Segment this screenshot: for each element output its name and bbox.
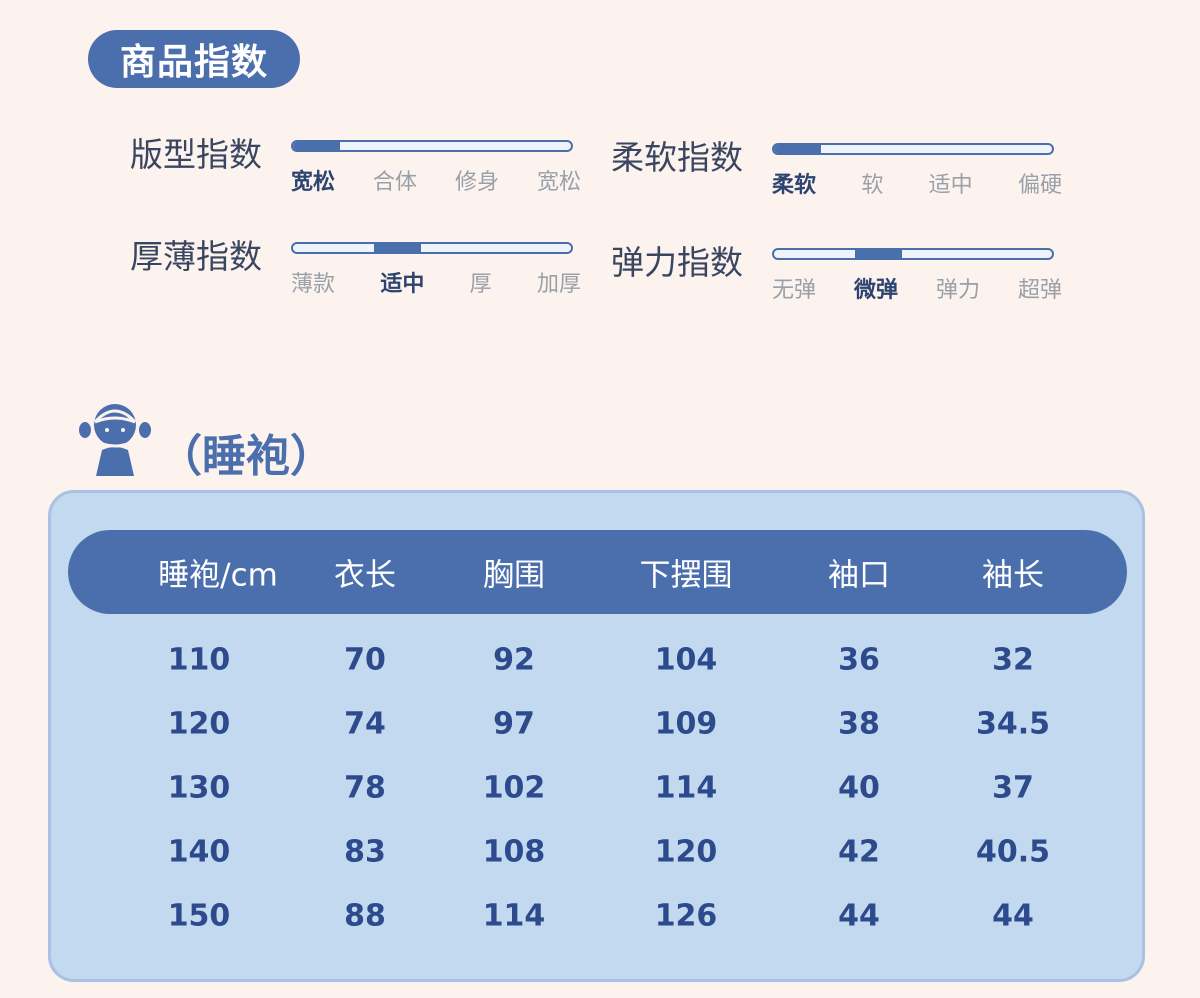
index-bar [291, 140, 573, 152]
column-header: 袖口 [828, 557, 890, 594]
index-option: 修身 [454, 170, 499, 195]
index-3: 弹力指数 无弹 微弹 弹力 超弹 [611, 236, 1071, 316]
index-0: 版型指数 宽松 合体 修身 宽松 [130, 128, 590, 208]
index-option: 宽松 [291, 170, 336, 195]
table-cell: 44 [838, 898, 880, 934]
index-2: 厚薄指数 薄款 适中 厚 加厚 [130, 230, 590, 310]
index-option: 适中 [928, 173, 973, 198]
table-cell: 40 [838, 770, 880, 806]
table-cell: 130 [167, 770, 231, 806]
index-label: 厚薄指数 [130, 237, 262, 276]
index-option: 宽松 [536, 170, 581, 195]
table-cell: 44 [992, 898, 1034, 934]
table-cell: 120 [654, 834, 718, 870]
table-cell: 34.5 [975, 706, 1051, 742]
index-option: 柔软 [772, 173, 817, 198]
table-cell: 38 [838, 706, 880, 742]
column-header: 胸围 [483, 557, 545, 594]
index-option: 弹力 [935, 278, 980, 303]
column-header: 袖长 [982, 557, 1044, 594]
table-cell: 108 [482, 834, 546, 870]
index-label: 柔软指数 [611, 138, 743, 177]
section-title-badge: 商品指数 [88, 30, 300, 88]
table-cell: 120 [167, 706, 231, 742]
table-cell: 110 [167, 642, 231, 678]
column-header: 睡袍/cm [158, 557, 278, 594]
table-cell: 37 [992, 770, 1034, 806]
table-cell: 42 [838, 834, 880, 870]
table-cell: 109 [654, 706, 718, 742]
index-bar-fill [293, 142, 341, 150]
size-table: 睡袍/cm 衣长 胸围 下摆围 袖口 袖长 110 70 92 104 36 32 120 74 97 10… [48, 490, 1145, 982]
table-cell: 88 [344, 898, 386, 934]
index-bar [772, 248, 1054, 260]
table-cell: 150 [167, 898, 231, 934]
girl-avatar-icon [79, 404, 151, 476]
table-cell: 114 [482, 898, 546, 934]
table-header: 睡袍/cm 衣长 胸围 下摆围 袖口 袖长 [68, 530, 1127, 614]
index-option: 薄款 [291, 272, 336, 297]
table-cell: 83 [344, 834, 386, 870]
index-label: 弹力指数 [611, 243, 743, 282]
table-cell: 36 [838, 642, 880, 678]
table-cell: 32 [992, 642, 1034, 678]
index-1: 柔软指数 柔软 软 适中 偏硬 [611, 131, 1071, 211]
table-cell: 74 [344, 706, 386, 742]
size-chart-title: （睡袍） [158, 431, 334, 482]
column-header: 衣长 [334, 557, 396, 594]
table-cell: 104 [654, 642, 718, 678]
index-bar [291, 242, 573, 254]
table-cell: 40.5 [975, 834, 1051, 870]
index-option: 无弹 [772, 278, 817, 303]
index-option: 软 [861, 173, 884, 198]
index-bar-fill [373, 244, 421, 252]
index-option: 偏硬 [1017, 173, 1062, 198]
index-option: 微弹 [853, 278, 898, 303]
table-cell: 140 [167, 834, 231, 870]
index-option: 超弹 [1017, 278, 1062, 303]
index-bar [772, 143, 1054, 155]
table-cell: 126 [654, 898, 718, 934]
index-bar-fill [854, 250, 902, 258]
table-cell: 102 [482, 770, 546, 806]
table-cell: 70 [344, 642, 386, 678]
index-option: 合体 [372, 170, 417, 195]
index-option: 适中 [380, 272, 425, 297]
index-option: 加厚 [536, 272, 581, 297]
table-cell: 92 [493, 642, 535, 678]
table-cell: 78 [344, 770, 386, 806]
index-option: 厚 [469, 272, 492, 297]
index-bar-fill [774, 145, 822, 153]
table-cell: 114 [654, 770, 718, 806]
column-header: 下摆围 [639, 557, 733, 594]
table-cell: 97 [493, 706, 535, 742]
index-label: 版型指数 [130, 135, 262, 174]
